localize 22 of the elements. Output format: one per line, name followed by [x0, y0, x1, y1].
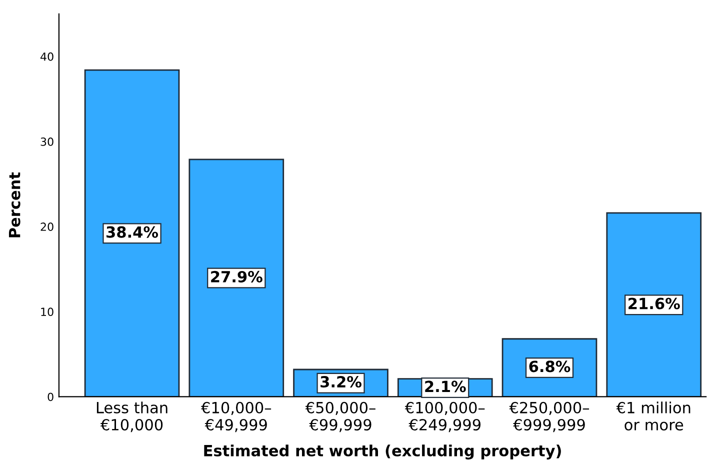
x-tick-label: Less than €10,000 — [96, 402, 168, 432]
bar — [188, 158, 284, 397]
data-label: 21.6% — [628, 298, 680, 310]
x-tick-label: €250,000– €999,999 — [509, 402, 590, 432]
data-label: 27.9% — [211, 270, 262, 282]
y-tick-label: 20 — [40, 222, 54, 231]
data-label: 6.8% — [529, 360, 570, 372]
bar — [84, 69, 180, 397]
y-axis-title: Percent — [8, 172, 20, 238]
x-tick-label: €50,000– €99,999 — [305, 402, 376, 432]
data-label: 38.4% — [106, 226, 158, 238]
x-tick-label: €100,000– €249,999 — [404, 402, 485, 432]
y-tick-label: 0 — [48, 392, 54, 402]
y-tick-label: 30 — [40, 137, 54, 146]
x-tick-label: €1 million or more — [616, 402, 690, 431]
x-tick-label: €10,000– €49,999 — [200, 402, 272, 432]
data-label: 2.1% — [425, 380, 466, 392]
x-axis-title: Estimated net worth (excluding property) — [204, 444, 561, 460]
data-label: 3.2% — [320, 376, 362, 388]
y-tick-label: 40 — [40, 52, 54, 61]
y-tick-label: 10 — [41, 308, 54, 316]
bar — [606, 212, 702, 397]
